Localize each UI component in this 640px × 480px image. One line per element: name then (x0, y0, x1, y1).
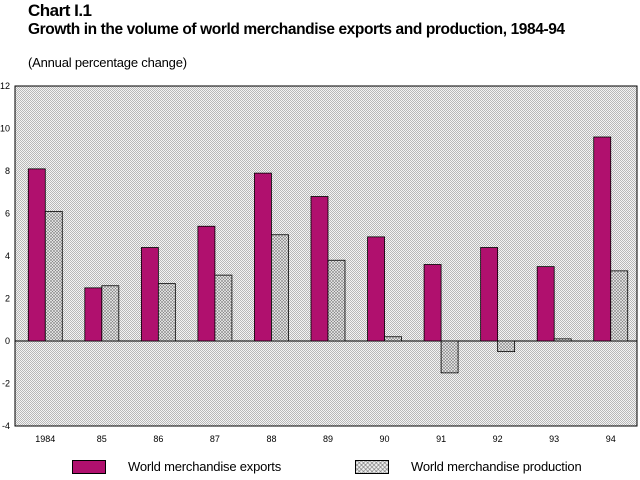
chart-subtitle: (Annual percentage change) (28, 55, 187, 70)
exports-bar (197, 225, 216, 342)
exports-bar (140, 247, 159, 342)
legend-label-production: World merchandise production (411, 459, 582, 474)
x-tick-label: 87 (210, 434, 220, 444)
production-bar (384, 336, 402, 342)
y-tick-label: 2 (5, 294, 10, 304)
exports-bar (480, 247, 499, 342)
y-tick-label: 10 (0, 124, 10, 134)
production-swatch-icon (355, 459, 389, 474)
x-tick-label: 89 (323, 434, 333, 444)
chart-title: Growth in the volume of world merchandis… (28, 21, 565, 38)
bar-chart: -4 -2 0 2 4 6 8 10 12 1984 85 86 87 88 89 90 91 92 93 94 (0, 81, 638, 444)
exports-bar (423, 264, 442, 342)
y-tick-label: 0 (5, 336, 10, 346)
y-tick-label: -4 (2, 421, 10, 431)
x-tick-label: 93 (549, 434, 559, 444)
production-bar (440, 340, 459, 374)
exports-bar (536, 266, 555, 342)
exports-bar (593, 136, 612, 342)
exports-swatch-icon (72, 459, 106, 474)
x-tick-label: 90 (380, 434, 390, 444)
x-tick-label: 88 (266, 434, 276, 444)
exports-bar (254, 172, 272, 342)
production-bar (157, 283, 176, 342)
exports-bar (27, 168, 46, 342)
y-tick-label: 4 (5, 251, 10, 261)
y-tick-label: 12 (0, 81, 10, 91)
x-tick-label: 1984 (35, 434, 55, 444)
chart-number: Chart I.1 (28, 1, 92, 20)
x-tick-label: 86 (153, 434, 163, 444)
exports-bar (84, 287, 103, 342)
exports-bar (367, 236, 385, 342)
legend-item-production: World merchandise production (355, 459, 582, 474)
y-tick-label: 8 (5, 166, 10, 176)
y-tick-label: -2 (2, 379, 10, 389)
production-bar (44, 210, 63, 342)
production-bar (553, 338, 572, 342)
production-bar (327, 259, 346, 342)
production-bar (271, 234, 289, 342)
x-tick-label: 94 (606, 434, 616, 444)
y-tick-label: 6 (5, 209, 10, 219)
x-tick-label: 91 (436, 434, 446, 444)
x-tick-label: 85 (97, 434, 107, 444)
legend-label-exports: World merchandise exports (128, 459, 281, 474)
legend-item-exports: World merchandise exports (72, 459, 281, 474)
production-bar (610, 270, 629, 342)
legend: World merchandise exports World merchand… (0, 459, 640, 479)
production-bar (497, 340, 516, 353)
exports-bar (310, 196, 329, 342)
production-bar (214, 274, 233, 342)
x-tick-label: 92 (493, 434, 503, 444)
production-bar (101, 285, 120, 342)
